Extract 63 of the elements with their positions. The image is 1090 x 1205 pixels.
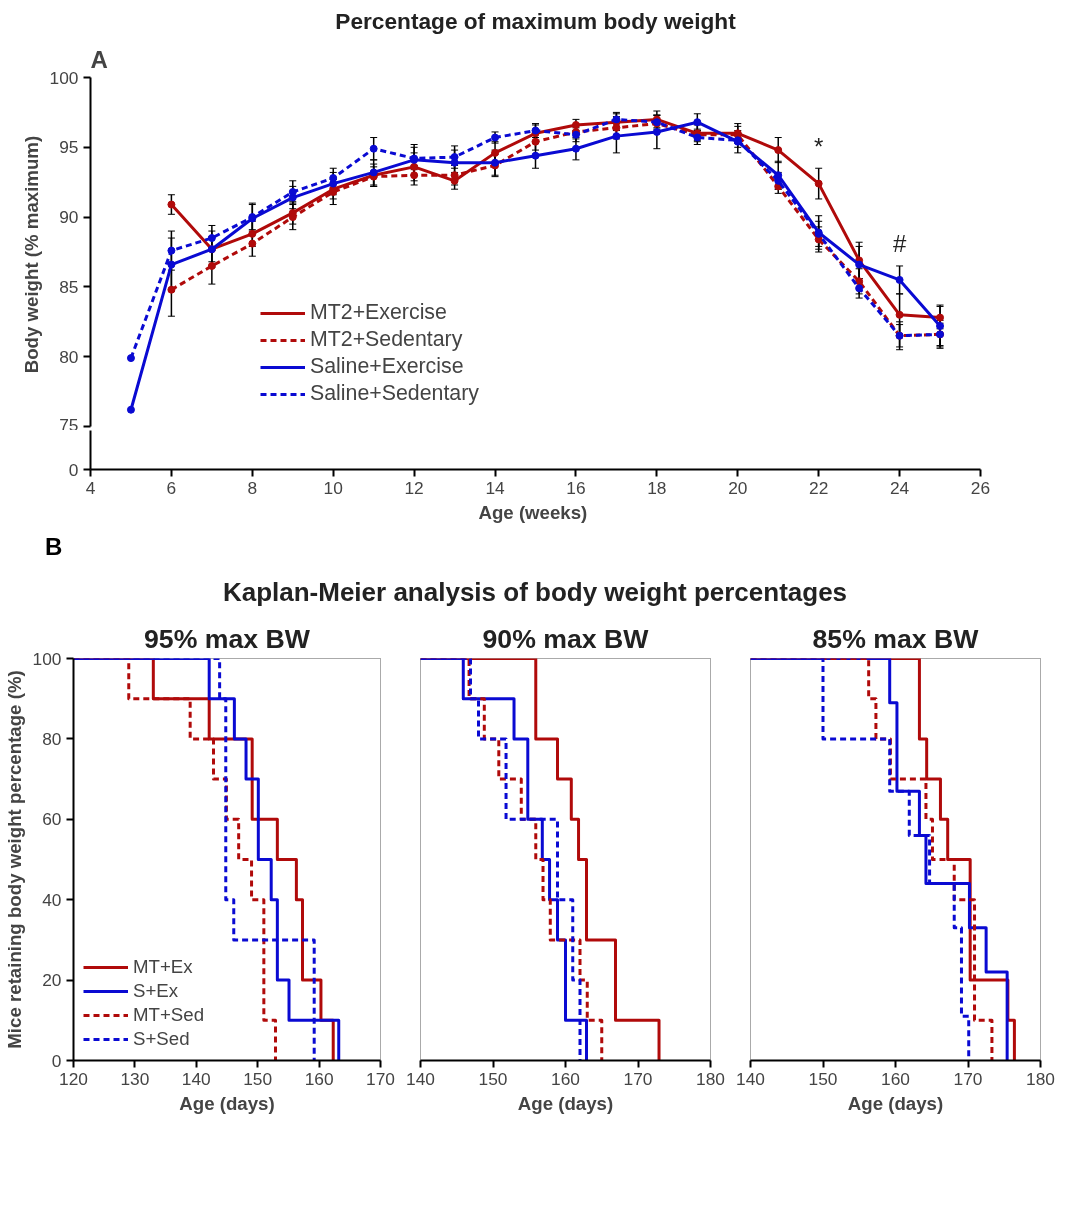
- y-tick-label: 90: [59, 207, 79, 228]
- x-tick-label: 180: [696, 1068, 725, 1089]
- y-tick-label: 0: [51, 1050, 62, 1071]
- text: A: [90, 45, 108, 73]
- chart-title: 85% max BW: [812, 623, 980, 654]
- x-tick-label: 26: [970, 477, 991, 498]
- x-tick-label: 10: [323, 477, 343, 498]
- x-tick-label: 20: [728, 477, 748, 498]
- x-tick-label: 170: [623, 1068, 653, 1089]
- x-axis-title: Age (days): [517, 1092, 614, 1114]
- legend-label: Saline+Sedentary: [310, 381, 479, 406]
- x-tick-label: 12: [404, 477, 424, 498]
- x-tick-label: 140: [406, 1068, 435, 1089]
- legend-label: S+Ex: [133, 980, 179, 1003]
- x-tick-label: 16: [566, 477, 586, 498]
- y-tick-label: 85: [59, 276, 79, 297]
- chart-title: Percentage of maximum body weight: [335, 7, 737, 34]
- y-tick-label: 80: [59, 346, 79, 367]
- x-tick-label: 170: [366, 1068, 395, 1089]
- legend-label: MT+Ex: [133, 956, 193, 979]
- x-tick-label: 8: [247, 477, 258, 498]
- y-tick-label: 95: [59, 137, 79, 158]
- x-tick-label: 180: [1026, 1068, 1055, 1089]
- x-tick-label: 150: [478, 1068, 508, 1089]
- x-tick-label: 160: [304, 1068, 334, 1089]
- y-tick-label: 75: [59, 414, 79, 435]
- y-tick-label: 60: [42, 809, 62, 830]
- chart-title: 90% max BW: [482, 623, 650, 654]
- legend-label: MT2+Exercise: [310, 300, 447, 325]
- x-axis-title: Age (days): [847, 1092, 944, 1114]
- x-tick-label: 130: [120, 1068, 150, 1089]
- y-axis-title: Body weight (% maximum): [20, 135, 42, 374]
- x-tick-label: 170: [953, 1068, 983, 1089]
- x-tick-label: 160: [551, 1068, 580, 1089]
- text: B: [45, 532, 63, 562]
- x-tick-label: 6: [166, 477, 177, 498]
- x-tick-label: 160: [881, 1068, 910, 1089]
- legend-label: MT2+Sedentary: [310, 327, 463, 352]
- x-tick-label: 24: [889, 477, 910, 498]
- x-tick-label: 150: [243, 1068, 273, 1089]
- annotation: *: [814, 133, 824, 161]
- x-axis-title: Age (days): [179, 1092, 275, 1114]
- legend-label: S+Sed: [133, 1028, 190, 1051]
- y-axis-title: Mice retaining body weight percentage (%): [3, 670, 25, 1050]
- x-tick-label: 120: [59, 1068, 88, 1089]
- legend-label: Saline+Exercise: [310, 354, 464, 379]
- y-tick-label: 20: [42, 970, 62, 991]
- text: Kaplan-Meier analysis of body weight percentages: [222, 576, 848, 610]
- x-tick-label: 140: [736, 1068, 765, 1089]
- y-tick-label: 100: [49, 67, 79, 88]
- x-axis-title: Age (weeks): [478, 501, 588, 523]
- chart-title: 95% max BW: [144, 623, 311, 654]
- x-tick-label: 150: [808, 1068, 838, 1089]
- x-tick-label: 14: [485, 477, 506, 498]
- x-tick-label: 22: [809, 477, 829, 498]
- y-tick-label: 100: [32, 648, 62, 669]
- y-tick-label: 80: [42, 729, 62, 750]
- legend-label: MT+Sed: [133, 1004, 205, 1027]
- x-tick-label: 18: [647, 477, 667, 498]
- annotation: #: [892, 229, 907, 257]
- x-tick-label: 4: [85, 477, 96, 498]
- x-tick-label: 140: [181, 1068, 211, 1089]
- y-tick-label: 40: [42, 890, 62, 911]
